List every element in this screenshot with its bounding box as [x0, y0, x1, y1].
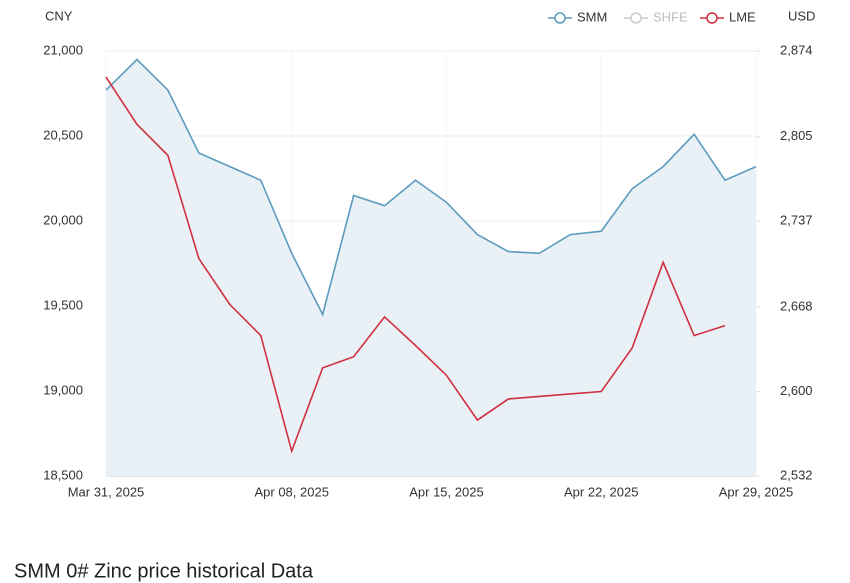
legend-marker — [706, 12, 718, 24]
y-unit: CNY — [45, 8, 73, 23]
y-tick-label: 20,500 — [43, 127, 83, 142]
y2-tick-label: 2,600 — [780, 383, 813, 398]
x-tick-label: Apr 22, 2025 — [564, 484, 638, 499]
legend-item[interactable]: LME — [700, 9, 756, 24]
series-line — [105, 58, 757, 317]
y2-tick-label: 2,874 — [780, 42, 813, 57]
y-tick-label: 20,000 — [43, 212, 83, 227]
series-area — [106, 59, 756, 476]
x-tick-label: Apr 08, 2025 — [254, 484, 328, 499]
x-tick-label: Apr 15, 2025 — [409, 484, 483, 499]
legend-item[interactable]: SMM — [548, 9, 607, 24]
legend-label: SHFE — [653, 9, 688, 24]
x-tick-label: Mar 31, 2025 — [68, 484, 145, 499]
y2-unit: USD — [788, 8, 815, 23]
y2-tick-label: 2,737 — [780, 213, 813, 228]
legend-label: SMM — [577, 9, 607, 24]
legend-marker — [554, 12, 566, 24]
legend-item[interactable]: SHFE — [624, 9, 688, 24]
y2-tick-label: 2,532 — [780, 467, 813, 482]
y-tick-label: 19,500 — [43, 297, 83, 312]
y2-tick-label: 2,668 — [780, 298, 813, 313]
x-tick-label: Apr 29, 2025 — [719, 484, 793, 499]
section-title: SMM 0# Zinc price historical Data — [14, 560, 314, 582]
y2-tick-label: 2,805 — [780, 128, 813, 143]
legend-marker — [630, 12, 642, 24]
series-line — [105, 76, 726, 454]
y-tick-label: 19,000 — [43, 382, 83, 397]
legend-label: LME — [729, 9, 756, 24]
y-tick-label: 18,500 — [43, 467, 83, 482]
y-tick-label: 21,000 — [43, 42, 83, 57]
